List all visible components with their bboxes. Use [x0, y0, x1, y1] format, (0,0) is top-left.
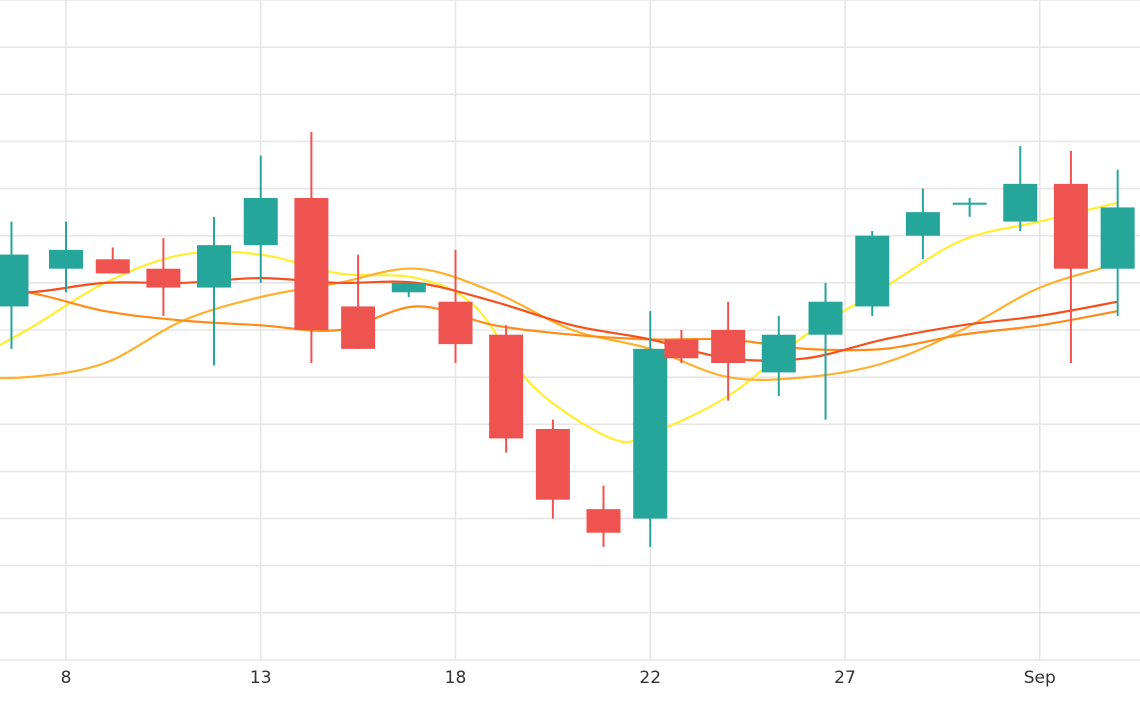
- candle-3: [95, 247, 130, 274]
- candle-7: [294, 132, 329, 363]
- candle-4: [146, 238, 181, 316]
- candle-body: [586, 509, 621, 533]
- candle-body: [808, 301, 843, 335]
- candle-body: [1003, 183, 1038, 222]
- moving-average-line-2: [0, 262, 1119, 381]
- candle-15: [664, 330, 699, 363]
- candle-body: [489, 334, 524, 439]
- candle-20: [905, 188, 940, 260]
- candle-10: [438, 249, 473, 363]
- candle-body: [438, 301, 473, 345]
- candle-8: [341, 254, 376, 349]
- candle-body: [905, 212, 940, 236]
- candle-2: [49, 221, 83, 293]
- candle-6: [243, 155, 278, 283]
- candle-body: [243, 198, 278, 246]
- candle-body: [146, 268, 181, 288]
- candle-5: [197, 216, 232, 366]
- candle-22: [1003, 146, 1038, 231]
- candle-17: [761, 315, 796, 396]
- candle-12: [535, 419, 570, 519]
- candle-body: [711, 330, 746, 363]
- x-tick-label: 8: [61, 668, 72, 688]
- candle-body: [294, 198, 329, 330]
- candle-24: [1100, 169, 1135, 316]
- moving-average-line-3: [0, 288, 1118, 352]
- candle-9: [391, 282, 426, 297]
- candle-16: [711, 301, 746, 401]
- moving-average-line-1: [0, 201, 1118, 444]
- candle-19: [855, 231, 890, 316]
- moving-average-line-4: [0, 276, 1118, 362]
- candle-body: [855, 235, 890, 307]
- candle-body: [341, 306, 376, 349]
- candle-1: [0, 221, 29, 349]
- candle-11: [489, 325, 524, 453]
- candle-body: [0, 254, 29, 307]
- candle-body: [664, 339, 699, 359]
- x-tick-label: 13: [250, 668, 272, 688]
- candle-14: [633, 311, 668, 547]
- candle-13: [586, 485, 621, 547]
- candle-18: [808, 282, 843, 420]
- candle-23: [1053, 150, 1088, 363]
- x-tick-label: Sep: [1024, 668, 1056, 688]
- candle-body: [95, 259, 130, 274]
- x-tick-label: 22: [639, 668, 661, 688]
- x-tick-label: 27: [834, 668, 856, 688]
- candle-body: [761, 334, 796, 373]
- x-axis: 8 13 18 22 27 Sep: [61, 668, 1056, 688]
- candle-body: [633, 348, 668, 519]
- grid-layer: [0, 0, 1140, 661]
- candle-body: [1100, 207, 1135, 269]
- candle-body: [391, 282, 426, 293]
- candle-body: [952, 202, 987, 205]
- moving-average-layer: [0, 201, 1119, 444]
- candle-layer: [0, 132, 1135, 547]
- candle-body: [1053, 183, 1088, 269]
- candle-body: [197, 245, 232, 288]
- candle-body: [535, 429, 570, 500]
- candle-21: [952, 198, 987, 217]
- candle-body: [49, 249, 83, 269]
- x-tick-label: 18: [445, 668, 467, 688]
